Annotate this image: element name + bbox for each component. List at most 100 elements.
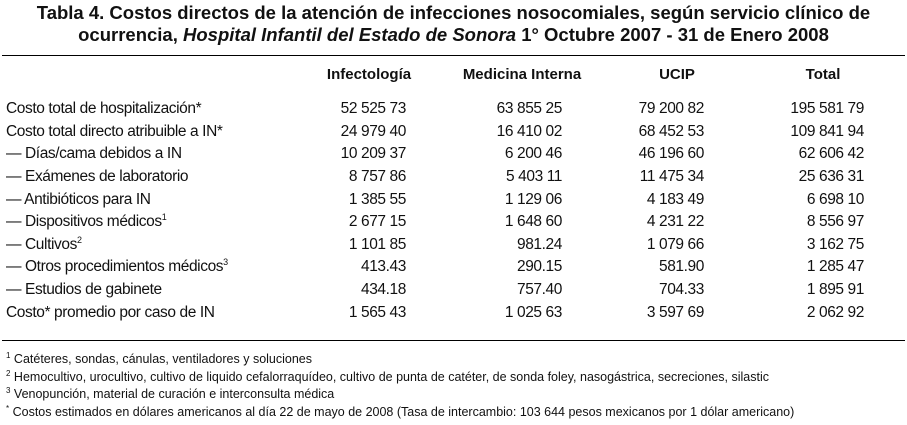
cell-value: 62 606 42 [798,145,865,163]
footnote: * Costos estimados en dólares americanos… [6,404,906,422]
row-label-text: — Días/cama debidos a IN [6,145,182,163]
footnote: 2 Hemocultivo, urocultivo, cultivo de li… [6,369,906,387]
cell-value: 109 841 94 [790,122,864,140]
cell-value: 68 452 53 [638,122,705,140]
cell-value: 16 410 02 [496,122,563,140]
footnote-marker: 2 [76,234,82,245]
title-line-2: ocurrencia, Hospital Infantil del Estado… [0,24,907,46]
table-row: Costo total de hospitalización* 52 525 73… [6,98,904,121]
row-label: Costo* promedio por caso de IN [6,301,306,324]
cell-value: 1 101 85 [348,235,407,253]
footnote: 3 Venopunción, material de curación e in… [6,386,906,404]
cell-value: 52 525 73 [340,100,407,118]
title-line-1: Tabla 4. Costos directos de la atención … [36,2,871,23]
table-row: — Antibióticos para IN 1 385 55 1 129 06 4 … [6,188,904,211]
table-title: Tabla 4. Costos directos de la atención … [0,2,907,46]
cell-value: 6 698 10 [806,190,865,208]
cell-value: 2 062 92 [806,303,865,321]
row-label: — Cultivos2 [6,234,306,257]
table-row: — Otros procedimientos médicos3 413.43 290… [6,256,904,279]
cell-value: 79 200 82 [638,100,705,118]
header-medicina-interna: Medicina Interna [462,65,582,83]
footnote-text: Costos estimados en dólares americanos a… [9,404,795,419]
cell-value: 4 231 22 [646,213,705,231]
footnotes: 1 Catéteres, sondas, cánulas, ventilador… [6,351,906,421]
cell-value: 195 581 79 [790,100,864,118]
cell-value: 704.33 [658,281,704,299]
footnote-marker: 1 [161,212,167,223]
footnote-mark: 2 [6,368,11,378]
cell-value: 1 385 55 [348,190,407,208]
cell-value: 24 979 40 [340,122,407,140]
cell-value: 757.40 [516,281,562,299]
row-label: Costo total de hospitalización* [6,98,306,121]
table-row: Costo* promedio por caso de IN 1 565 43 1 … [6,301,904,324]
row-label-text: — Dispositivos médicos [6,213,162,231]
cell-value: 46 196 60 [638,145,705,163]
footnote-mark: 3 [6,385,11,395]
cell-value: 290.15 [516,258,562,276]
row-label: — Exámenes de laboratorio [6,166,306,189]
header-row: Infectología Medicina Interna UCIP Total [6,61,904,87]
row-label-text: — Exámenes de laboratorio [6,168,189,186]
cell-value: 1 079 66 [646,235,705,253]
cell-value: 4 183 49 [646,190,705,208]
cell-value: 1 648 60 [504,213,563,231]
cell-value: 2 677 15 [348,213,407,231]
footnote-text: Catéteres, sondas, cánulas, ventiladores… [10,352,313,366]
cell-value: 1 895 91 [806,281,865,299]
footnote-text: Hemocultivo, urocultivo, cultivo de liqu… [10,369,769,384]
cell-value: 1 025 63 [504,303,563,321]
cell-value: 3 162 75 [806,235,865,253]
cell-value: 413.43 [360,258,406,276]
footnote-mark: * [6,403,10,413]
row-label-text: Costo total directo atribuible a IN* [6,122,223,140]
title-line-2-pre: ocurrencia, [78,24,184,45]
cell-value: 25 636 31 [798,168,865,186]
top-rule [2,55,905,56]
cell-value: 5 403 11 [506,168,562,186]
cell-value: 434.18 [360,281,406,299]
table-row: — Cultivos2 1 101 85 981.24 1 079 66 3 162 7… [6,234,904,257]
cell-value: 3 597 69 [646,303,705,321]
costs-table: Infectología Medicina Interna UCIP Total… [6,61,904,324]
title-line-2-post: 1° Octubre 2007 - 31 de Enero 2008 [516,24,829,45]
footnote-marker: 3 [223,257,228,268]
footnote-mark: 1 [6,350,11,360]
cell-value: 10 209 37 [340,145,407,163]
row-label-text: — Antibióticos para IN [6,190,151,208]
row-label-text: — Otros procedimientos médicos [6,258,224,276]
table-row: — Exámenes de laboratorio 8 757 86 5 403 1… [6,166,904,189]
footnote-text: Venopunción, material de curación e inte… [10,387,335,401]
header-infectologia: Infectología [326,65,412,83]
table-row: — Días/cama debidos a IN 10 209 37 6 200 4… [6,143,904,166]
footnote: 1 Catéteres, sondas, cánulas, ventilador… [6,351,906,369]
cell-value: 1 565 43 [348,303,407,321]
row-label-text: — Estudios de gabinete [6,281,162,299]
cell-value: 6 200 46 [504,145,563,163]
cell-value: 8 757 86 [348,168,407,186]
cell-value: 63 855 25 [496,100,563,118]
row-label: — Días/cama debidos a IN [6,143,306,166]
row-label-text: Costo total de hospitalización* [6,100,202,118]
row-label: — Dispositivos médicos1 [6,211,306,234]
row-label-text: Costo* promedio por caso de IN [6,303,215,321]
title-hospital-name: Hospital Infantil del Estado de Sonora [183,24,517,45]
row-label: — Otros procedimientos médicos3 [6,256,306,279]
cell-value: 1 285 47 [806,258,865,276]
table-row: — Estudios de gabinete 434.18 757.40 704.33… [6,279,904,302]
row-label: Costo total directo atribuible a IN* [6,121,306,144]
row-label: — Antibióticos para IN [6,188,306,211]
header-ucip: UCIP [659,65,695,83]
cell-value: 981.24 [516,235,562,253]
header-empty [6,61,306,87]
table-row: — Dispositivos médicos1 2 677 15 1 648 60 4… [6,211,904,234]
cell-value: 1 129 06 [504,190,563,208]
cell-value: 581.90 [658,258,704,276]
table-row: Costo total directo atribuible a IN* 24 9… [6,121,904,144]
bottom-rule [2,340,905,341]
cell-value: 11 475 34 [639,168,705,186]
cell-value: 8 556 97 [806,213,865,231]
row-label: — Estudios de gabinete [6,279,306,302]
row-label-text: — Cultivos [6,235,77,253]
